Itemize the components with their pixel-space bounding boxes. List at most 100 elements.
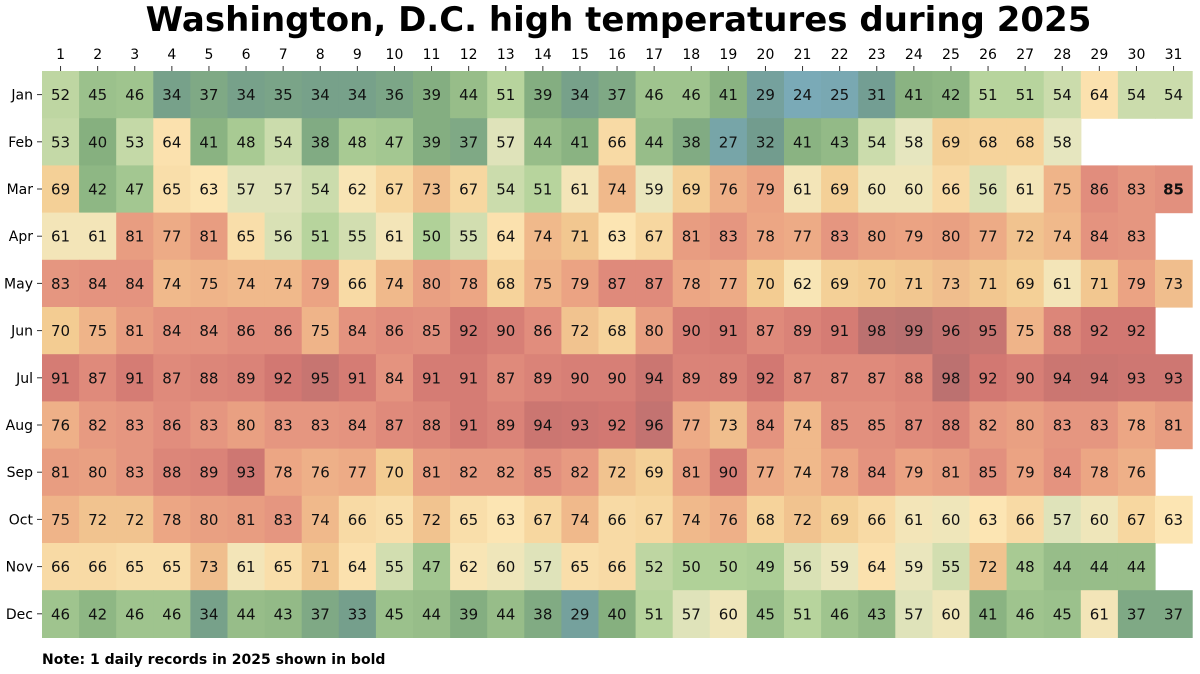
heatmap-cell [264,118,303,166]
heatmap-cell [264,71,303,119]
heatmap-cell [561,495,600,544]
cell-value-label: 89 [533,369,552,387]
heatmap-cell [79,401,117,450]
heatmap-cell [227,448,266,497]
cell-value-label: 71 [311,558,330,576]
heatmap-cell [524,495,562,544]
cell-value-label: 38 [311,133,330,151]
cell-value-label: 74 [162,275,181,293]
cell-value-label: 74 [533,228,552,246]
cell-value-label: 77 [756,464,775,482]
cell-value-label: 74 [793,464,812,482]
cell-value-label: 79 [904,464,923,482]
cell-value-label: 86 [533,322,552,340]
heatmap-cell [524,212,562,261]
cell-value-label: 53 [125,133,144,151]
day-tick-label: 30 [1128,47,1146,63]
heatmap-cell [450,118,488,166]
heatmap-cell [375,401,414,450]
cell-value-label: 91 [125,369,144,387]
cell-value-label: 37 [608,86,627,104]
heatmap-cell [746,590,785,638]
heatmap-cell [264,259,303,308]
heatmap-cell [561,71,600,119]
cell-value-label: 66 [608,558,627,576]
heatmap-cell [301,495,340,544]
heatmap-cell [1117,543,1156,591]
cell-value-label: 43 [830,133,849,151]
heatmap-cell [1080,307,1119,355]
heatmap-cell [746,307,785,355]
heatmap-cell [561,118,600,166]
heatmap-cell [190,448,229,497]
cell-value-label: 87 [162,369,181,387]
cell-value-label: 87 [496,369,515,387]
cell-value-label: 68 [756,511,775,529]
cell-value-label: 44 [237,605,256,623]
heatmap-cell [264,543,303,591]
day-tick-label: 8 [316,47,325,63]
heatmap-cell [709,259,748,308]
cell-value-label: 70 [756,275,775,293]
cell-value-label: 87 [830,369,849,387]
day-tick-label: 29 [1090,47,1108,63]
heatmap-cell [821,118,859,166]
cell-value-label: 84 [1053,464,1072,482]
heatmap-cell [1117,259,1156,308]
heatmap-cell [561,448,600,497]
cell-value-label: 49 [756,558,775,576]
cell-value-label: 91 [459,369,478,387]
heatmap-cell [1155,354,1193,402]
cell-value-label: 76 [311,464,330,482]
heatmap-cell [116,495,154,544]
heatmap-cell [561,354,600,402]
heatmap-cell [598,401,637,450]
heatmap-cell [635,165,674,214]
heatmap-cell [784,448,822,497]
heatmap-cell [969,543,1008,591]
heatmap-cell [413,448,451,497]
heatmap-cell [709,543,748,591]
cell-value-label: 83 [274,417,293,435]
heatmap-cell [375,354,414,402]
cell-value-label: 41 [719,86,738,104]
heatmap-cell [375,543,414,591]
cell-value-label: 83 [830,228,849,246]
heatmap-cell [746,354,785,402]
heatmap-cell [375,71,414,119]
heatmap-cell [672,354,711,402]
cell-value-label: 92 [1090,322,1109,340]
heatmap-cell [1117,307,1156,355]
cell-value-label: 92 [979,369,998,387]
cell-value-label: 65 [237,228,256,246]
heatmap-cell [79,259,117,308]
heatmap-cell [709,118,748,166]
cell-value-label: 24 [793,86,812,104]
cell-value-label: 88 [199,369,218,387]
heatmap-cell [746,71,785,119]
cell-value-label: 80 [88,464,107,482]
cell-value-label: 91 [51,369,70,387]
cell-value-label: 27 [719,133,738,151]
heatmap-cell [190,495,229,544]
cell-value-label: 65 [570,558,589,576]
heatmap-cell [821,590,859,638]
heatmap-cell [227,259,266,308]
cell-value-label: 83 [1090,417,1109,435]
heatmap-cell [969,495,1008,544]
heatmap-cell [153,212,191,261]
heatmap-cell [79,590,117,638]
cell-value-label: 69 [830,511,849,529]
day-tick-label: 24 [905,47,923,63]
cell-value-label: 76 [719,511,738,529]
cell-value-label: 94 [1090,369,1109,387]
heatmap-cell [746,448,785,497]
heatmap-cell [301,118,340,166]
cell-value-label: 66 [348,275,367,293]
heatmap-cell [1117,448,1156,497]
cell-value-label: 51 [311,228,330,246]
heatmap-cell [969,212,1008,261]
heatmap-cell [1117,495,1156,544]
cell-value-label: 92 [756,369,775,387]
